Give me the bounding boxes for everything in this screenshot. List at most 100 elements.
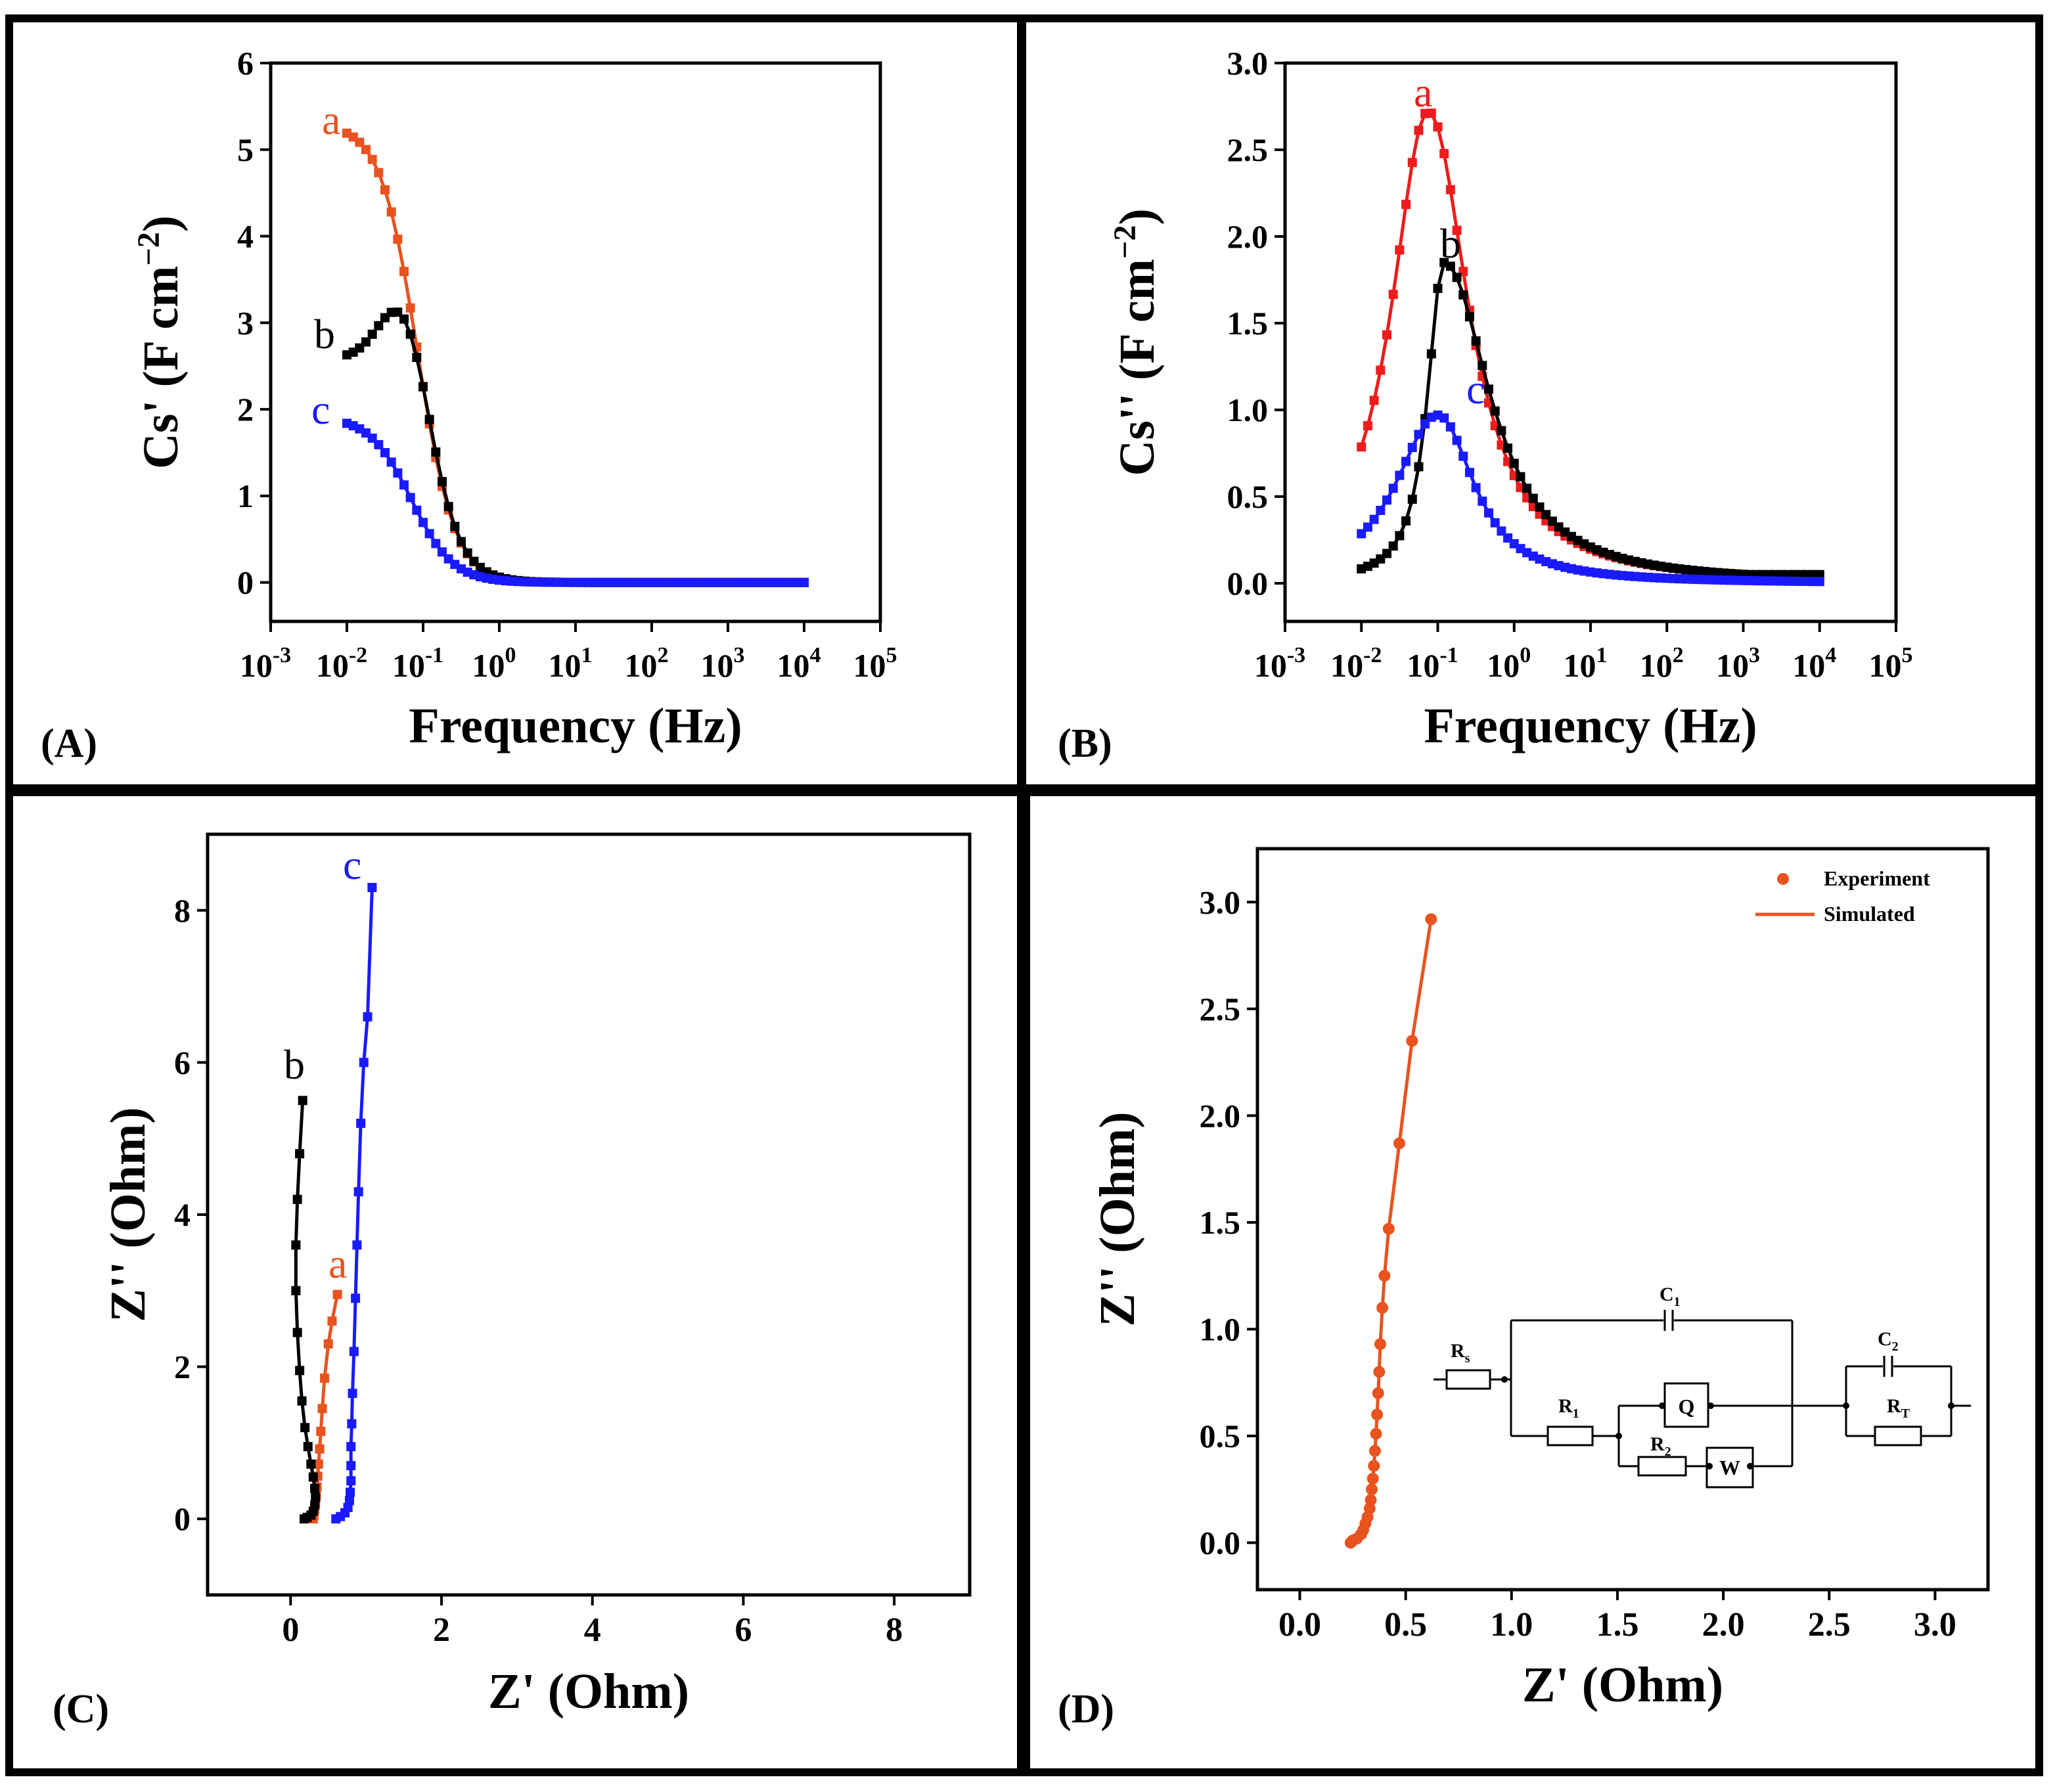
series-Experiment — [1344, 913, 1437, 1549]
y-tick-label: 0 — [237, 564, 254, 601]
data-point — [399, 267, 409, 277]
data-point — [356, 1119, 366, 1129]
x-tick-label: 100 — [472, 643, 516, 684]
data-point — [352, 1240, 362, 1250]
x-tick-label: 0.5 — [1384, 1606, 1427, 1644]
data-point — [292, 1328, 302, 1337]
data-point — [1445, 261, 1455, 271]
x-tick-label: 103 — [701, 643, 745, 684]
x-tick-label: 2.5 — [1808, 1606, 1851, 1644]
x-tick-label: 10-1 — [1407, 643, 1458, 684]
panel-label-b: (B) — [1058, 721, 1112, 766]
data-point — [1376, 1301, 1389, 1314]
resistor-r2 — [1637, 1456, 1687, 1477]
x-axis-title: Z' (Ohm) — [488, 1664, 689, 1719]
data-point — [310, 1500, 320, 1510]
panel-label-c: (C) — [53, 1687, 109, 1732]
series-c — [342, 418, 809, 587]
data-point — [1414, 462, 1424, 472]
x-tick-label: 105 — [853, 643, 897, 684]
data-point — [361, 145, 371, 154]
data-point — [1376, 505, 1386, 515]
data-point — [347, 1419, 357, 1429]
data-point — [1370, 1427, 1382, 1440]
data-point — [1522, 483, 1532, 493]
data-point — [386, 207, 396, 217]
y-tick-label: 2.5 — [1227, 131, 1269, 168]
y-tick-label: 2.5 — [1200, 991, 1241, 1027]
series-label-b: b — [314, 311, 335, 357]
data-point — [292, 1194, 302, 1204]
data-point — [1406, 1035, 1418, 1047]
data-point — [355, 137, 365, 147]
data-point — [1393, 1137, 1405, 1150]
data-point — [1535, 502, 1545, 512]
data-point — [1516, 472, 1525, 482]
x-tick-label: 103 — [1716, 643, 1760, 684]
panel-frame-d — [1022, 788, 2043, 1776]
data-point — [346, 1442, 356, 1452]
series-c — [331, 883, 377, 1524]
data-point — [1374, 1338, 1386, 1351]
x-tick-label: 101 — [549, 643, 593, 684]
data-point — [1490, 518, 1500, 527]
x-axis-title: Frequency (Hz) — [1424, 698, 1757, 753]
data-point — [412, 353, 422, 363]
x-tick-label: 102 — [625, 643, 669, 684]
y-tick-label: 1.0 — [1200, 1310, 1241, 1347]
y-axis-title: Cs' (F cm−2) — [131, 215, 189, 469]
data-point — [399, 314, 409, 324]
data-point — [1401, 516, 1411, 526]
data-point — [1414, 125, 1424, 135]
data-point — [1439, 148, 1449, 158]
x-axis-title: Frequency (Hz) — [409, 698, 742, 753]
y-tick-label: 1.0 — [1227, 392, 1269, 428]
data-point — [359, 1058, 369, 1067]
data-point — [1388, 290, 1398, 300]
x-tick-label: 0.0 — [1278, 1606, 1321, 1644]
y-tick-label: 3.0 — [1200, 884, 1241, 920]
data-point — [1497, 426, 1506, 436]
data-point — [1445, 185, 1455, 194]
data-point — [380, 448, 390, 458]
data-point — [450, 522, 460, 531]
resistor-r1 — [1547, 1425, 1594, 1446]
data-point — [313, 1459, 323, 1469]
data-point — [298, 1096, 307, 1106]
data-point — [424, 414, 434, 424]
data-point — [1382, 495, 1391, 505]
x-tick-label: 6 — [734, 1611, 752, 1649]
data-point — [1366, 1483, 1378, 1496]
data-point — [348, 1389, 357, 1399]
data-point — [323, 1339, 333, 1349]
data-point — [367, 883, 377, 893]
plot-frame — [1255, 847, 1990, 1592]
data-point — [1452, 436, 1462, 445]
series-label-a: a — [328, 1240, 347, 1287]
label-rt: RT — [1887, 1395, 1910, 1421]
data-point — [1407, 443, 1417, 453]
data-point — [1369, 514, 1379, 524]
data-point — [311, 1492, 321, 1502]
y-tick-label: 3.0 — [1227, 45, 1269, 81]
data-point — [295, 1366, 305, 1376]
data-point — [1471, 483, 1481, 493]
x-tick-label: 1.0 — [1490, 1606, 1533, 1644]
data-point — [1464, 468, 1474, 478]
data-point — [393, 468, 403, 478]
data-point — [1373, 1366, 1386, 1378]
panel-label-d: (D) — [1058, 1687, 1114, 1732]
data-point — [346, 1487, 355, 1497]
y-axis-title: Z'' (Ohm) — [1090, 1111, 1145, 1326]
chart-c: 0 2 4 6 8 0 2 4 6 8 Z' (Ohm) Z'' (Ohm) a b c — [101, 832, 972, 1719]
y-tick-label: 4 — [174, 1196, 191, 1233]
data-point — [306, 1459, 316, 1469]
x-tick-label: 10-3 — [1254, 643, 1305, 684]
x-tick-label: 2 — [433, 1611, 450, 1649]
x-tick-label: 3.0 — [1914, 1606, 1956, 1644]
y-tick-label: 2.0 — [1227, 218, 1269, 255]
data-point — [443, 502, 453, 512]
data-point — [1366, 1472, 1379, 1485]
data-point — [1425, 913, 1437, 926]
x-tick-label: 2.0 — [1702, 1606, 1745, 1644]
